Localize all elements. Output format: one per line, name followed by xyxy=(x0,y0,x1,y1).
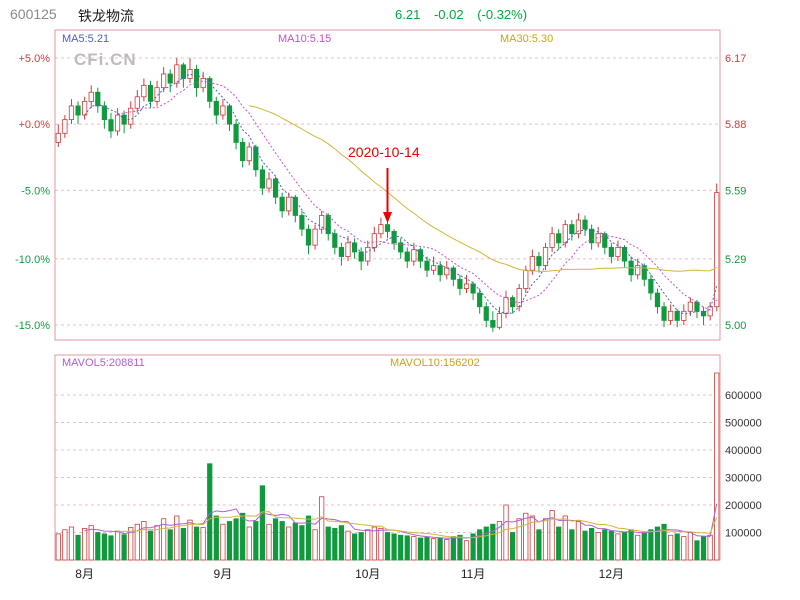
svg-text:5.59: 5.59 xyxy=(725,185,746,197)
svg-text:200000: 200000 xyxy=(725,500,762,512)
svg-text:10月: 10月 xyxy=(355,567,380,581)
svg-text:100000: 100000 xyxy=(725,528,762,540)
svg-text:300000: 300000 xyxy=(725,473,762,485)
stock-name: 铁龙物流 xyxy=(78,8,134,24)
svg-text:5.88: 5.88 xyxy=(725,119,746,131)
svg-text:-10.0%: -10.0% xyxy=(15,254,50,266)
price-change-pct: (-0.32%) xyxy=(477,7,528,22)
svg-text:-5.0%: -5.0% xyxy=(21,185,50,197)
svg-text:+0.0%: +0.0% xyxy=(19,119,51,131)
mavol10-label: MAVOL10:156202 xyxy=(390,357,480,369)
svg-text:8月: 8月 xyxy=(75,567,94,581)
last-price: 6.21 xyxy=(395,7,421,22)
svg-text:5.29: 5.29 xyxy=(725,254,746,266)
svg-text:+5.0%: +5.0% xyxy=(19,53,51,65)
ma5-label: MA5:5.21 xyxy=(62,33,110,45)
price-quote: 6.21 -0.02 (-0.32%) xyxy=(395,7,537,22)
svg-text:12月: 12月 xyxy=(599,567,624,581)
ma30-label: MA30:5.30 xyxy=(500,33,554,45)
ma10-label: MA10:5.15 xyxy=(278,33,332,45)
mavol5-label: MAVOL5:208811 xyxy=(62,357,145,369)
svg-text:500000: 500000 xyxy=(725,418,762,430)
svg-text:400000: 400000 xyxy=(725,445,762,457)
svg-text:-15.0%: -15.0% xyxy=(15,320,50,332)
svg-text:11月: 11月 xyxy=(461,567,485,581)
price-change: -0.02 xyxy=(433,7,464,22)
date-annotation: 2020-10-14 xyxy=(348,144,420,160)
stock-code: 600125 xyxy=(10,6,57,22)
svg-text:6.17: 6.17 xyxy=(725,53,746,65)
svg-text:600000: 600000 xyxy=(725,390,762,402)
cfi-watermark: CFi.CN xyxy=(74,50,137,69)
svg-text:5.00: 5.00 xyxy=(725,320,746,332)
svg-text:9月: 9月 xyxy=(214,567,233,581)
